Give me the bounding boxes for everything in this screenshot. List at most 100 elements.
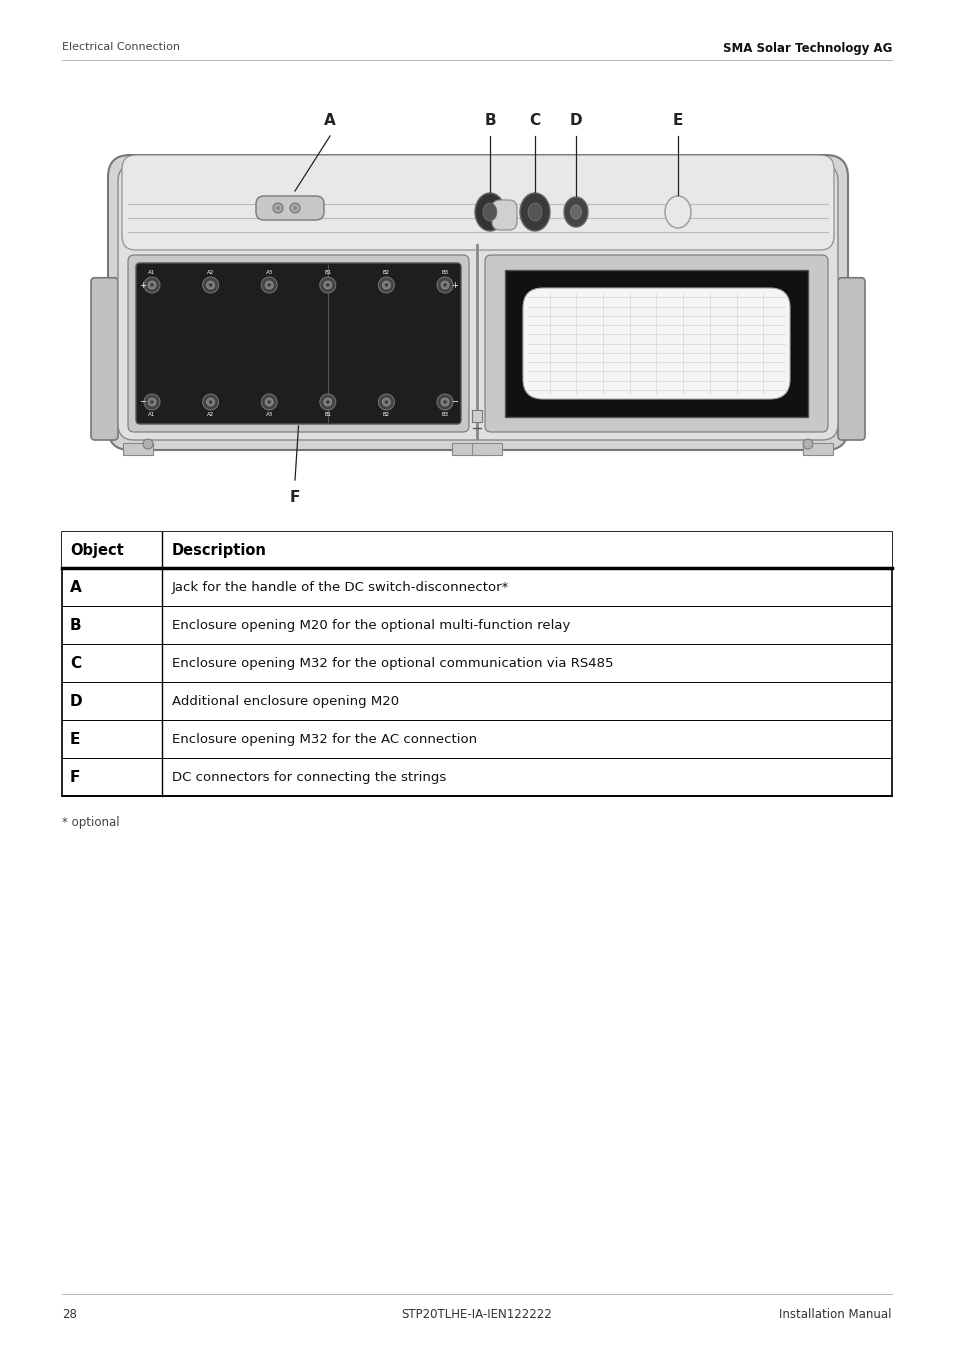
Text: 28: 28 [62,1307,77,1321]
Text: B2: B2 [382,270,390,274]
Circle shape [323,281,332,289]
Circle shape [275,206,280,210]
Bar [123,443,152,456]
FancyBboxPatch shape [484,256,827,433]
Text: −: − [139,397,146,407]
FancyBboxPatch shape [522,288,789,399]
Text: Object: Object [70,542,124,557]
Circle shape [440,281,449,289]
Circle shape [319,277,335,293]
Text: STP20TLHE-IA-IEN122222: STP20TLHE-IA-IEN122222 [401,1307,552,1321]
Circle shape [436,393,453,410]
Circle shape [323,397,332,406]
Text: F: F [290,489,300,506]
Circle shape [326,400,329,403]
Circle shape [802,439,812,449]
Text: A2: A2 [207,412,214,416]
Circle shape [378,277,394,293]
Text: Jack for the handle of the DC switch-disconnector*: Jack for the handle of the DC switch-dis… [172,580,509,594]
Circle shape [209,400,212,403]
Text: DC connectors for connecting the strings: DC connectors for connecting the strings [172,771,446,784]
Text: Enclosure opening M32 for the AC connection: Enclosure opening M32 for the AC connect… [172,733,476,745]
Circle shape [293,206,296,210]
Circle shape [273,203,283,214]
Text: C: C [529,114,540,128]
FancyBboxPatch shape [118,165,837,439]
FancyBboxPatch shape [837,277,864,439]
Circle shape [290,203,299,214]
Circle shape [443,284,446,287]
FancyBboxPatch shape [255,196,324,220]
Ellipse shape [563,197,587,227]
Text: Description: Description [172,542,267,557]
Text: +: + [451,280,457,289]
Bar [452,443,481,456]
Text: A: A [324,114,335,128]
Text: Additional enclosure opening M20: Additional enclosure opening M20 [172,695,398,707]
Text: A: A [70,580,82,595]
Text: Electrical Connection: Electrical Connection [62,42,180,51]
Ellipse shape [570,206,581,219]
Text: B1: B1 [324,412,331,416]
Text: C: C [70,656,81,671]
Circle shape [209,284,212,287]
Bar [472,410,481,422]
Text: B2: B2 [382,412,390,416]
FancyBboxPatch shape [128,256,469,433]
Text: B3: B3 [441,270,448,274]
Text: E: E [672,114,682,128]
Circle shape [265,397,273,406]
Text: −: − [451,397,457,407]
Circle shape [378,393,394,410]
Circle shape [261,393,277,410]
Text: E: E [70,731,80,746]
Text: B: B [484,114,496,128]
Circle shape [326,284,329,287]
Circle shape [436,277,453,293]
FancyBboxPatch shape [91,277,118,439]
Ellipse shape [475,193,504,231]
Circle shape [144,277,160,293]
Text: D: D [70,694,83,708]
Text: A2: A2 [207,270,214,274]
FancyBboxPatch shape [108,155,847,450]
Circle shape [202,277,218,293]
Text: A1: A1 [149,412,155,416]
Circle shape [443,400,446,403]
Text: +: + [139,280,146,289]
Circle shape [268,284,271,287]
Bar [472,443,501,456]
Bar [504,270,807,416]
Bar [62,531,891,796]
Circle shape [384,284,388,287]
Circle shape [261,277,277,293]
Text: Enclosure opening M20 for the optional multi-function relay: Enclosure opening M20 for the optional m… [172,618,570,631]
Circle shape [440,397,449,406]
Circle shape [151,284,153,287]
Text: D: D [569,114,581,128]
Circle shape [207,281,214,289]
Circle shape [382,397,390,406]
Circle shape [382,281,390,289]
Bar [62,531,891,568]
Circle shape [148,397,156,406]
Text: B3: B3 [441,412,448,416]
FancyBboxPatch shape [492,200,517,230]
Circle shape [319,393,335,410]
Text: Installation Manual: Installation Manual [779,1307,891,1321]
Circle shape [144,393,160,410]
Circle shape [202,393,218,410]
Text: SMA Solar Technology AG: SMA Solar Technology AG [721,42,891,55]
Circle shape [384,400,388,403]
Bar [802,443,832,456]
FancyBboxPatch shape [122,155,833,250]
Circle shape [207,397,214,406]
Circle shape [265,281,273,289]
Ellipse shape [519,193,550,231]
Circle shape [268,400,271,403]
Text: Enclosure opening M32 for the optional communication via RS485: Enclosure opening M32 for the optional c… [172,657,613,669]
Circle shape [148,281,156,289]
Text: A3: A3 [265,412,273,416]
Text: B: B [70,618,82,633]
Ellipse shape [527,203,541,220]
